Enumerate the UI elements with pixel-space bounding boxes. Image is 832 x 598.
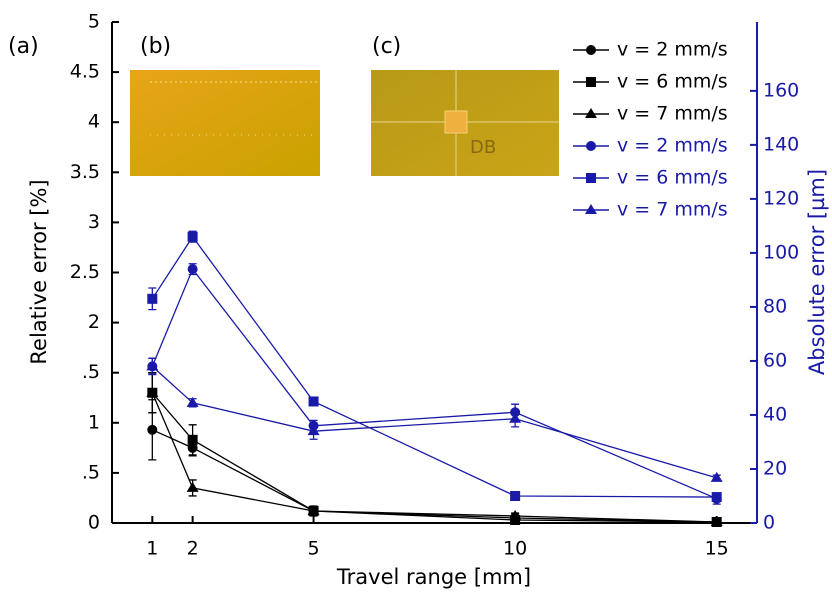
marker	[187, 434, 198, 445]
inset-c: DB	[371, 70, 559, 176]
y-tick-label: .5	[82, 361, 100, 383]
y-tick-label: 1	[88, 411, 100, 433]
x-tick-label: 1	[146, 538, 158, 560]
marker	[307, 504, 320, 515]
legend-marker	[585, 108, 597, 118]
y-tick-label: .5	[82, 461, 100, 483]
legend-marker	[586, 77, 596, 87]
legend-label: v = 6 mm/s	[617, 71, 728, 93]
marker	[510, 490, 521, 501]
marker	[147, 293, 158, 304]
marker	[710, 471, 723, 482]
legend-marker	[585, 204, 597, 214]
series-line	[151, 365, 717, 479]
y2-tick-label: 20	[763, 457, 787, 479]
y2-tick-label: 0	[763, 512, 775, 534]
marker	[510, 514, 521, 525]
marker	[146, 360, 159, 371]
marker	[711, 492, 722, 503]
y2-tick-label: 140	[763, 133, 799, 155]
marker	[186, 481, 199, 492]
y2-tick-label: 120	[763, 187, 799, 209]
y2-tick-label: 80	[763, 295, 787, 317]
marker	[187, 264, 198, 275]
legend-label: v = 7 mm/s	[617, 103, 728, 125]
marker	[187, 231, 198, 242]
series-line	[152, 429, 717, 523]
legend-marker	[586, 141, 596, 151]
marker	[147, 424, 158, 435]
x-tick-label: 5	[308, 538, 320, 560]
panel-label: (a)	[8, 34, 39, 59]
series-line	[151, 235, 717, 498]
y2-axis-label: Absolute error [µm]	[805, 169, 829, 375]
x-tick-label: 2	[187, 538, 199, 560]
svg-text:DB: DB	[470, 137, 496, 158]
y2-tick-label: 100	[763, 241, 799, 263]
y-tick-label: 2.5	[70, 261, 100, 283]
x-tick-label: 10	[503, 538, 527, 560]
panel-label: (c)	[372, 34, 401, 59]
y-tick-label: 3	[88, 211, 100, 233]
y2-tick-label: 40	[763, 403, 787, 425]
y-tick-label: 4	[88, 111, 100, 133]
y-tick-label: 4.5	[70, 61, 100, 83]
legend-marker	[586, 173, 596, 183]
x-axis-label: Travel range [mm]	[336, 565, 531, 589]
marker	[308, 396, 319, 407]
series-line	[151, 392, 717, 523]
marker	[186, 396, 199, 407]
y-tick-label: 3.5	[70, 161, 100, 183]
y-axis-label: Relative error [%]	[27, 179, 51, 364]
series-line	[151, 267, 717, 500]
marker	[509, 412, 522, 423]
y-tick-label: 2	[88, 311, 100, 333]
legend-label: v = 2 mm/s	[617, 39, 728, 61]
y2-tick-label: 60	[763, 349, 787, 371]
inset-b	[130, 70, 320, 176]
panel-label: (b)	[140, 34, 171, 59]
marker	[146, 386, 159, 397]
marker	[307, 425, 320, 436]
legend-label: v = 6 mm/s	[617, 167, 728, 189]
y2-tick-label: 160	[763, 79, 799, 101]
legend-label: v = 2 mm/s	[617, 135, 728, 157]
legend-label: v = 7 mm/s	[617, 199, 728, 221]
y-tick-label: 0	[88, 512, 100, 534]
legend-marker	[586, 45, 596, 55]
marker	[710, 515, 723, 526]
y-tick-label: 5	[88, 11, 100, 33]
x-tick-label: 15	[705, 538, 729, 560]
marker	[509, 509, 522, 520]
series-line	[151, 392, 717, 523]
